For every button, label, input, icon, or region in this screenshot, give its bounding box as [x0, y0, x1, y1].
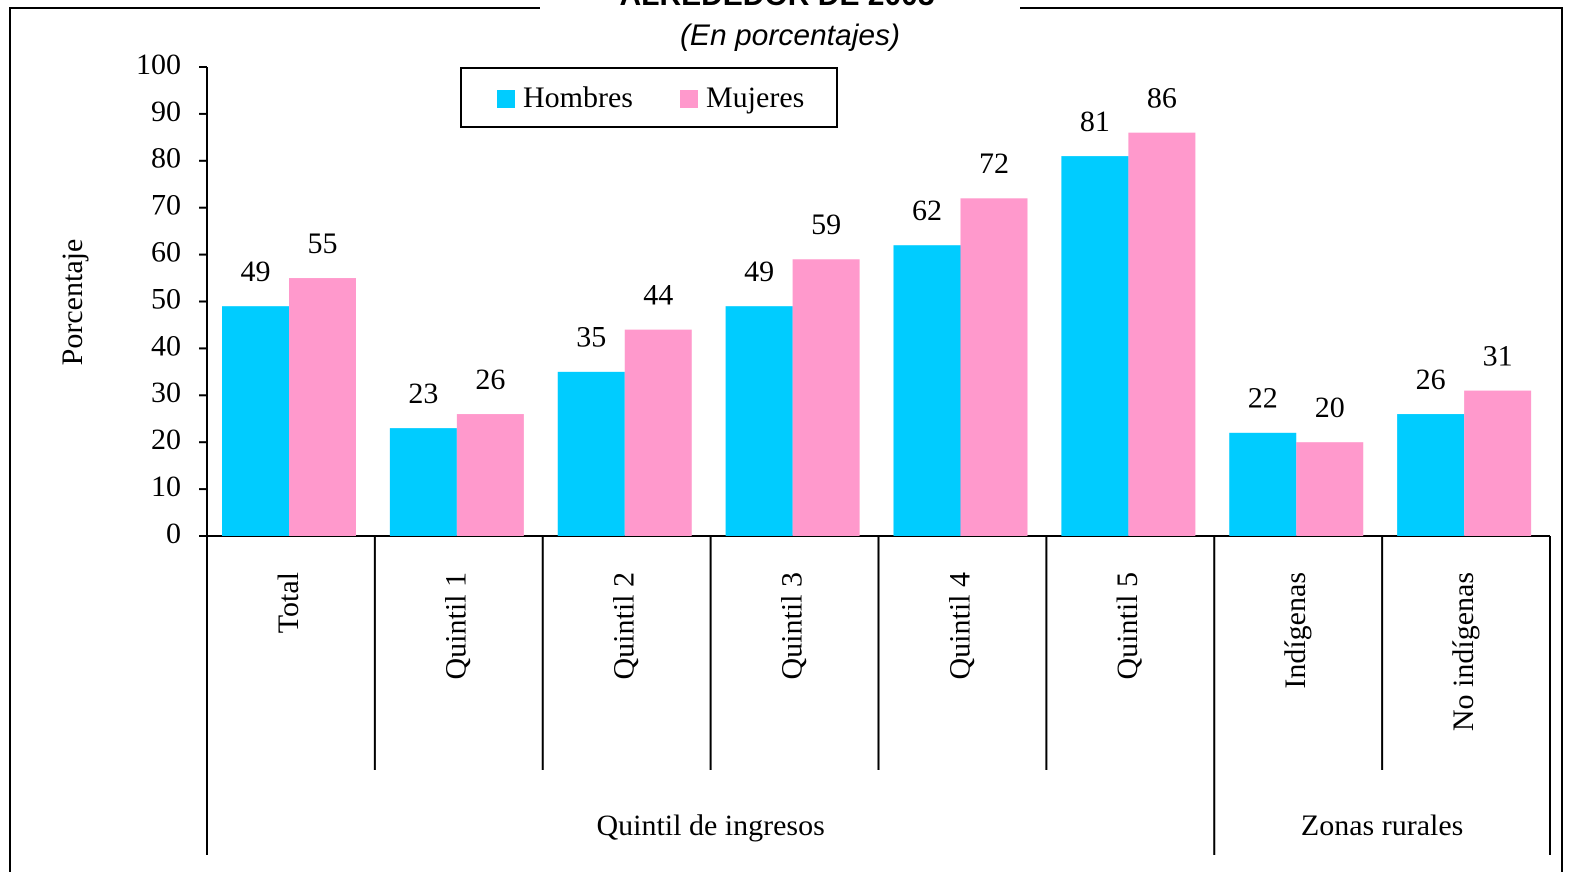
- y-tick-label: 80: [151, 142, 181, 175]
- bar: [1061, 156, 1129, 537]
- data-label: 81: [1080, 105, 1110, 138]
- bar: [1464, 390, 1532, 536]
- data-label: 22: [1248, 382, 1278, 415]
- bar: [222, 306, 289, 536]
- bar: [1397, 414, 1465, 536]
- bar: [389, 428, 457, 536]
- y-tick-label: 40: [151, 329, 181, 362]
- legend-label: Mujeres: [706, 81, 804, 114]
- y-tick-label: 20: [151, 423, 181, 456]
- y-tick-label: 90: [151, 95, 181, 128]
- legend-label: Hombres: [523, 81, 633, 114]
- group-label: Zonas rurales: [1301, 809, 1463, 842]
- data-label: 35: [576, 321, 606, 354]
- x-tick-label: Quintil 2: [608, 572, 641, 680]
- x-tick-label: Quintil 5: [1111, 572, 1144, 680]
- data-label: 49: [241, 255, 271, 288]
- y-tick-label: 50: [151, 282, 181, 315]
- data-label: 55: [308, 227, 338, 260]
- bar: [557, 371, 625, 536]
- y-tick-label: 10: [151, 470, 181, 503]
- x-tick-label: No indígenas: [1447, 572, 1480, 731]
- data-label: 49: [744, 255, 774, 288]
- data-label: 44: [643, 279, 673, 312]
- legend-box: [460, 67, 838, 128]
- y-tick-label: 30: [151, 376, 181, 409]
- title-backdrop: [540, 0, 1020, 20]
- data-label: 23: [408, 377, 438, 410]
- bar: [725, 306, 793, 536]
- x-tick-label: Total: [272, 572, 305, 633]
- data-label: 26: [1416, 363, 1446, 396]
- bar: [1229, 432, 1297, 536]
- data-label: 72: [979, 147, 1009, 180]
- y-tick-label: 70: [151, 189, 181, 222]
- bar: [1296, 442, 1364, 536]
- data-label: 86: [1147, 82, 1177, 115]
- x-tick-label: Quintil 1: [440, 572, 473, 680]
- legend-swatch: [497, 90, 515, 108]
- data-label: 31: [1483, 340, 1513, 373]
- data-label: 20: [1315, 391, 1345, 424]
- bar: [960, 198, 1028, 536]
- group-label: Quintil de ingresos: [596, 809, 824, 842]
- y-axis-label: Porcentaje: [56, 239, 89, 366]
- x-tick-label: Indígenas: [1279, 572, 1312, 689]
- y-tick-label: 100: [136, 48, 181, 81]
- chart-title: ALREDEDOR DE 2005: [619, 0, 934, 12]
- bar: [456, 414, 524, 536]
- bar: [289, 278, 356, 536]
- y-tick-label: 60: [151, 235, 181, 268]
- data-label: 59: [811, 208, 841, 241]
- x-tick-label: Quintil 3: [775, 572, 808, 680]
- chart-subtitle: (En porcentajes): [680, 19, 900, 52]
- data-label: 26: [475, 363, 505, 396]
- y-tick-label: 0: [166, 517, 181, 550]
- bar: [792, 259, 860, 536]
- bar: [1128, 132, 1196, 536]
- x-tick-label: Quintil 4: [943, 572, 976, 680]
- data-label: 62: [912, 194, 942, 227]
- legend-swatch: [680, 90, 698, 108]
- bar: [624, 329, 692, 536]
- bar: [893, 245, 961, 536]
